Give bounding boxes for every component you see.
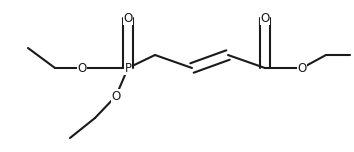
- Text: O: O: [124, 12, 133, 24]
- Text: P: P: [125, 62, 131, 74]
- Text: O: O: [112, 90, 121, 102]
- Text: O: O: [78, 62, 87, 74]
- Text: O: O: [261, 12, 270, 24]
- Text: O: O: [297, 62, 307, 74]
